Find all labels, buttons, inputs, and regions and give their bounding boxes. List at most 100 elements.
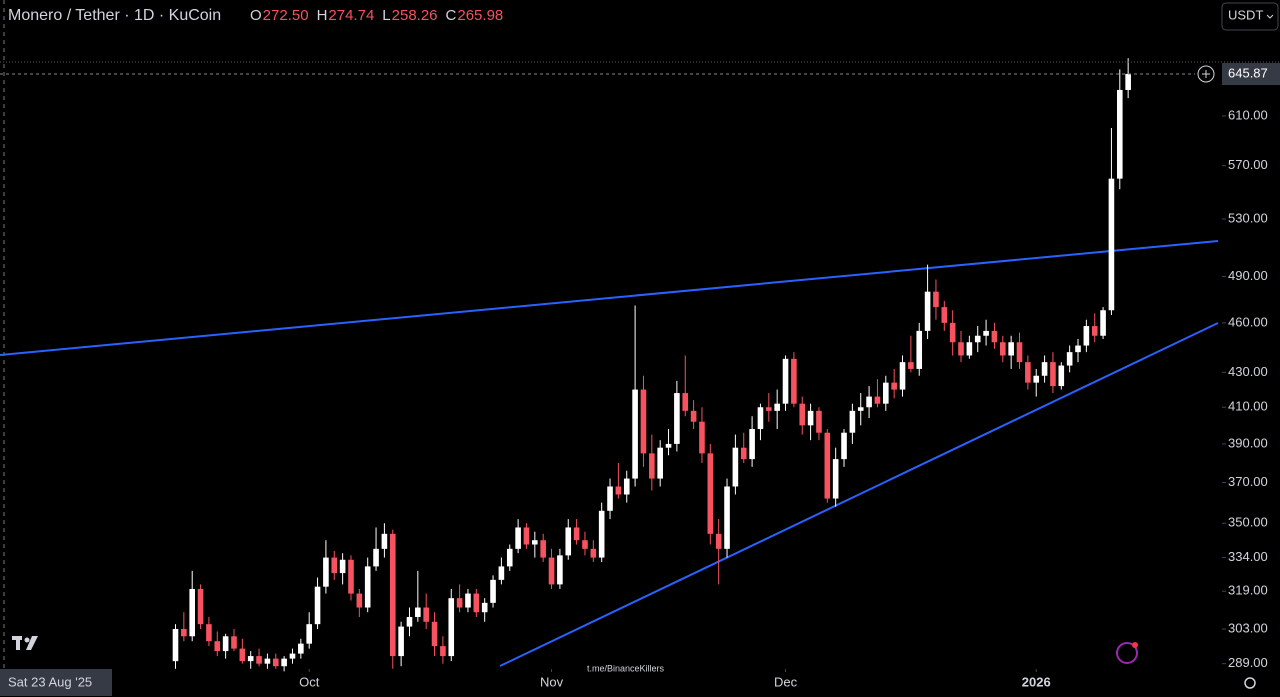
candle-body <box>448 598 455 657</box>
candle-body <box>389 533 396 657</box>
candle-body <box>206 624 212 642</box>
dropdown-arrow <box>1266 14 1274 19</box>
settings-icon[interactable] <box>1244 677 1256 689</box>
candle-body <box>264 658 271 664</box>
y-tick-label: 610.00 <box>1228 107 1268 122</box>
candle-body <box>331 557 338 574</box>
y-tick-label: 303.00 <box>1228 620 1268 635</box>
ohlc-value: 272.50 <box>263 7 309 24</box>
y-tick-label: 460.00 <box>1228 314 1268 329</box>
candle-body <box>766 407 772 411</box>
candle-body <box>1008 342 1014 356</box>
candle-body <box>1075 345 1081 353</box>
candle-body <box>298 643 304 654</box>
candle-body <box>323 557 329 587</box>
candle-body <box>774 403 780 411</box>
candle-body <box>916 330 923 369</box>
candle-body <box>866 396 872 408</box>
trend-line-upper <box>0 240 1219 356</box>
candle-body <box>732 447 739 487</box>
candle-body <box>824 432 831 499</box>
candle-body <box>181 628 187 637</box>
trend-line-lower <box>499 322 1219 667</box>
ohlc-key: C <box>446 7 457 24</box>
candle-body <box>749 429 755 460</box>
y-tick-label: 530.00 <box>1228 210 1268 225</box>
y-tick-label: 490.00 <box>1228 268 1268 283</box>
candle-body <box>832 459 839 499</box>
candle-body <box>557 555 563 585</box>
candle-body <box>991 330 998 343</box>
ohlc-key: O <box>250 7 262 24</box>
candle-body <box>1016 342 1023 363</box>
candle-body <box>699 421 705 454</box>
candle-body <box>908 362 914 369</box>
candle-body <box>1066 352 1073 366</box>
ohlc-value: 258.26 <box>392 7 438 24</box>
candle-body <box>231 636 237 649</box>
tradingview-logo <box>12 636 38 650</box>
candle-body <box>306 624 312 644</box>
candle-body <box>247 656 254 662</box>
candle-body <box>272 658 279 667</box>
candle-body <box>348 559 354 594</box>
currency-button-label[interactable]: USDT <box>1228 7 1263 22</box>
last-price-box <box>1222 63 1280 86</box>
candle-body <box>465 593 471 608</box>
candle-body <box>841 432 847 460</box>
candle-body <box>481 602 488 613</box>
candle-body <box>816 410 822 433</box>
candle-body <box>506 548 513 567</box>
candle-body <box>214 641 221 652</box>
candle-body <box>440 646 446 657</box>
candle-body <box>1091 326 1098 336</box>
candle-body <box>532 540 538 545</box>
candle-body <box>707 453 714 534</box>
candle-body <box>1108 178 1115 311</box>
candle-body <box>1025 362 1031 383</box>
candle-body <box>715 533 722 549</box>
candle-body <box>1100 310 1106 336</box>
candle-body <box>398 626 404 657</box>
candle-body <box>665 443 672 448</box>
flash-icon[interactable] <box>1116 642 1138 664</box>
x-tick-label: Oct <box>299 674 320 689</box>
add-button[interactable] <box>1197 65 1215 83</box>
candle-body <box>1125 73 1131 90</box>
candle-body <box>289 653 296 659</box>
x-tick-label: Nov <box>540 674 564 689</box>
candle-body <box>949 322 956 343</box>
candle-body <box>740 447 747 460</box>
y-tick-label: 570.00 <box>1228 157 1268 172</box>
candle-body <box>807 410 814 426</box>
candle-body <box>657 447 663 479</box>
candle-body <box>682 393 689 411</box>
x-tick-label: Dec <box>774 674 798 689</box>
candle-body <box>966 342 973 356</box>
candle-body <box>1041 362 1048 376</box>
candle-body <box>883 382 889 404</box>
candle-body <box>782 358 789 404</box>
x-tick-label: 2026 <box>1022 674 1051 689</box>
candle-body <box>1058 365 1065 387</box>
currency-button[interactable] <box>1221 2 1279 31</box>
y-tick-label: 350.00 <box>1228 515 1268 530</box>
y-tick-label: 370.00 <box>1228 474 1268 489</box>
candle-body <box>615 486 622 495</box>
crosshair-label-box <box>0 669 112 696</box>
candle-body <box>523 527 530 545</box>
notification-dot <box>1132 642 1138 648</box>
y-tick-label: 390.00 <box>1228 435 1268 450</box>
candle-body <box>974 335 981 343</box>
candle-body <box>1116 89 1123 179</box>
candle-body <box>933 291 939 308</box>
last-price-label: 645.87 <box>1228 65 1268 80</box>
candle-body <box>498 566 505 580</box>
ohlc-key: L <box>382 7 390 24</box>
y-tick-label: 319.00 <box>1228 583 1268 598</box>
candle-body <box>548 557 555 585</box>
candle-body <box>632 389 638 479</box>
candle-body <box>381 533 388 549</box>
candle-body <box>924 291 931 331</box>
